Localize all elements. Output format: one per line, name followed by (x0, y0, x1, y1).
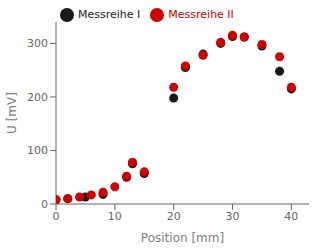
svg-text:10: 10 (108, 210, 122, 223)
svg-text:Position [mm]: Position [mm] (141, 231, 224, 245)
html-text:Messreihe II: Messreihe II (168, 8, 234, 21)
svg-text:300: 300 (27, 37, 48, 50)
html-text:Messreihe I: Messreihe I (78, 8, 141, 21)
svg-text:30: 30 (226, 210, 240, 223)
svg-text:20: 20 (167, 210, 181, 223)
svg-text:0: 0 (41, 198, 48, 211)
svg-text:40: 40 (284, 210, 298, 223)
svg-text:0: 0 (53, 210, 60, 223)
svg-text:100: 100 (27, 144, 48, 157)
svg-text:200: 200 (27, 91, 48, 104)
svg-text:U [mV]: U [mV] (8, 92, 19, 134)
